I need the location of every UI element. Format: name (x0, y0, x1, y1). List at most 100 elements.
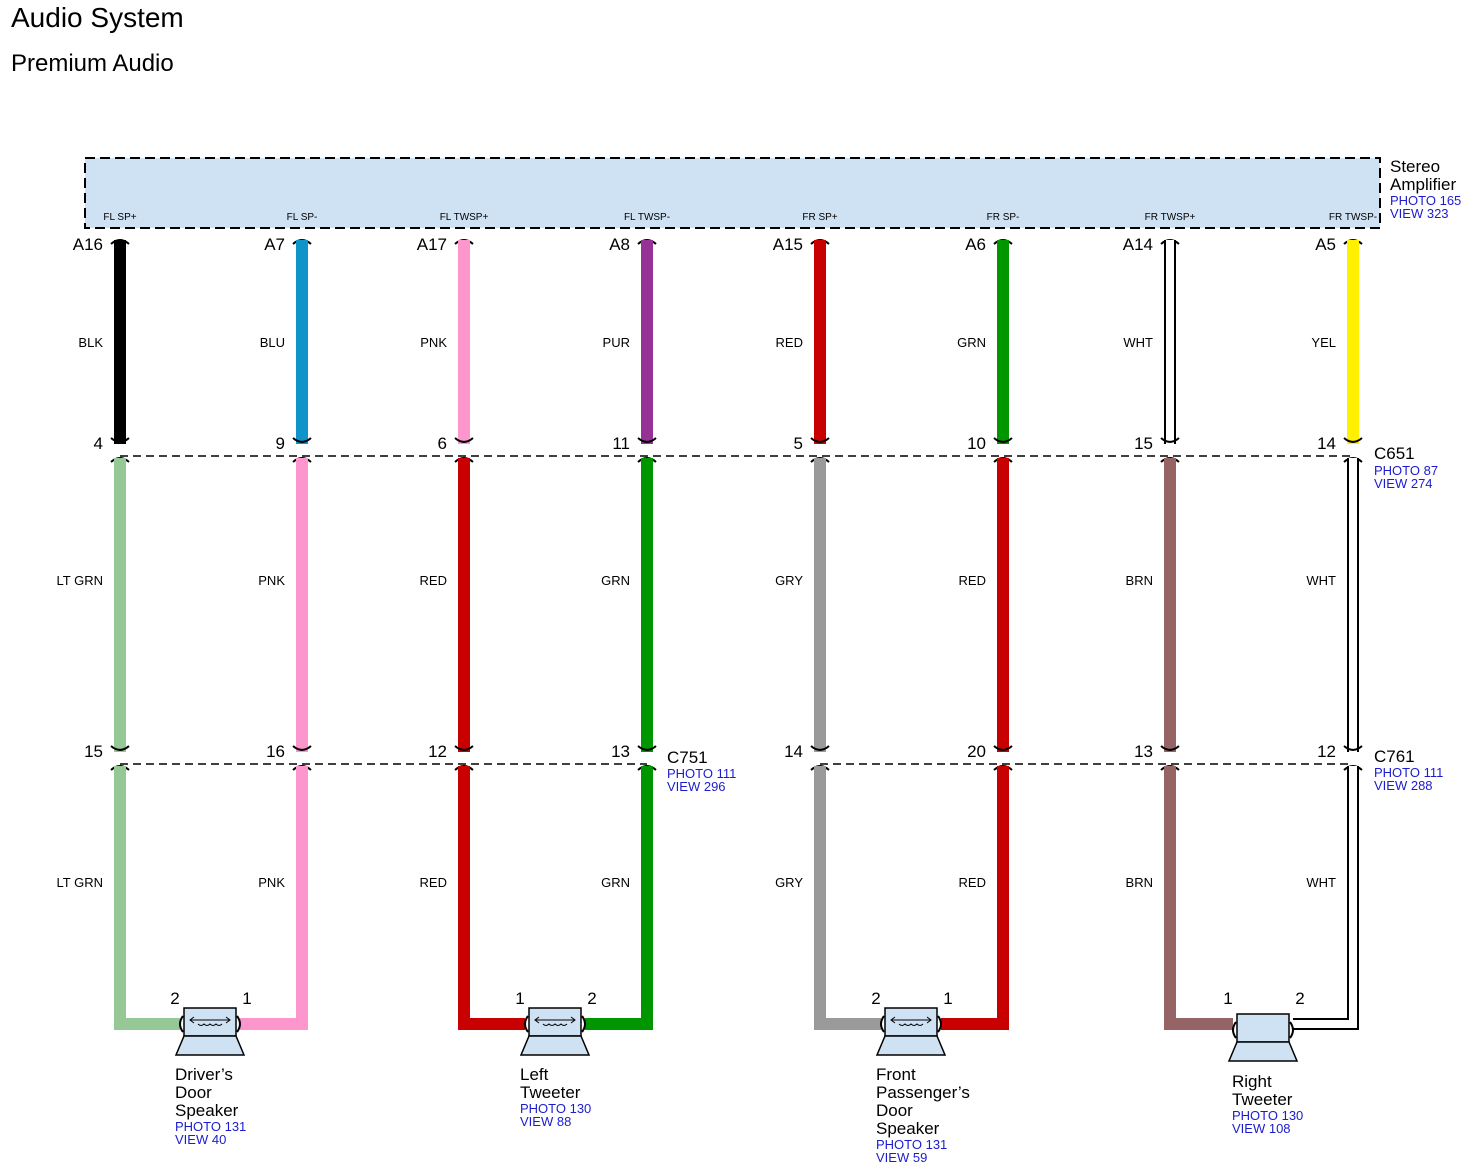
speaker-pin-number: 2 (1295, 989, 1304, 1008)
amp-signal-label: FR SP- (987, 212, 1020, 223)
c7-pin-number: 15 (84, 742, 103, 761)
wire-segment-bottom (240, 766, 308, 1030)
c651-photo-ref: PHOTO 87 (1374, 463, 1438, 478)
speaker-view-ref: VIEW 40 (175, 1132, 226, 1147)
wire-color-label: WHT (1306, 573, 1336, 588)
stereo-amplifier-module (84, 157, 1381, 229)
amp-pin-number: A5 (1315, 235, 1336, 254)
speaker-terminal (236, 1015, 241, 1033)
c7-pin-cap (993, 745, 1013, 751)
speaker-name-line: Left (520, 1065, 549, 1084)
amp-pin-number: A6 (965, 235, 986, 254)
speaker-photo-ref: PHOTO 130 (520, 1101, 591, 1116)
page-title: Audio System (11, 2, 184, 33)
speaker-name-line: Front (876, 1065, 916, 1084)
speaker-group (174, 1007, 1299, 1062)
c651-pin-number: 10 (967, 434, 986, 453)
amp-signal-label: FL TWSP- (624, 212, 670, 223)
amp-pin-number: A15 (773, 235, 803, 254)
speaker-symbol (875, 1007, 947, 1056)
speaker-symbol (519, 1007, 591, 1056)
c651-pin-number: 9 (276, 434, 285, 453)
wire-color-label: BLK (78, 335, 103, 350)
wire-color-label: PNK (258, 573, 285, 588)
c651-pin-number: 4 (94, 434, 103, 453)
speaker-name-line: Door (175, 1083, 212, 1102)
speaker-cone (1227, 1041, 1299, 1062)
c7-pin-cap (1160, 745, 1180, 751)
c651-pin-cap (810, 437, 830, 443)
speaker-symbol (1227, 1013, 1299, 1062)
c651-pin-cap (292, 437, 312, 443)
wire-color-label: LT GRN (57, 875, 103, 890)
c651-pin-cap (1343, 437, 1363, 443)
amplifier-photo-ref: PHOTO 165 (1390, 193, 1461, 208)
c751-photo-ref: PHOTO 111 (667, 766, 736, 781)
c761-photo-ref: PHOTO 111 (1374, 765, 1443, 780)
wire-color-label: PNK (420, 335, 447, 350)
speaker-pin-number: 1 (515, 989, 524, 1008)
wire-segment-bottom (1293, 766, 1357, 1028)
wire-color-label: RED (776, 335, 803, 350)
speaker-magnet (884, 1007, 938, 1037)
speaker-photo-ref: PHOTO 130 (1232, 1108, 1303, 1123)
wire-color-label: YEL (1311, 335, 1336, 350)
c751-label: C751 (667, 748, 708, 767)
speaker-photo-ref: PHOTO 131 (876, 1137, 947, 1152)
c761-view-ref: VIEW 288 (1374, 778, 1433, 793)
speaker-name-line: Driver’s (175, 1065, 233, 1084)
c7-pin-number: 13 (611, 742, 630, 761)
wire-segment-bottom (114, 766, 180, 1030)
c7-pin-cap (810, 745, 830, 751)
speaker-cone (519, 1035, 591, 1056)
speaker-view-ref: VIEW 108 (1232, 1121, 1291, 1136)
speaker-pin-number: 1 (242, 989, 251, 1008)
amplifier-name-line1: Stereo (1390, 157, 1440, 176)
amp-pin-number: A14 (1123, 235, 1153, 254)
c7-pin-number: 12 (428, 742, 447, 761)
amp-pin-number: A8 (609, 235, 630, 254)
speaker-terminal (179, 1015, 184, 1033)
speaker-coil-wave (197, 1023, 223, 1026)
speaker-name-line: Passenger’s (876, 1083, 970, 1102)
c7-pin-cap (110, 745, 130, 751)
speaker-coil-arrows (534, 1016, 576, 1024)
speaker-pin-number: 2 (170, 989, 179, 1008)
wire-color-label: WHT (1123, 335, 1153, 350)
wire-color-label: RED (959, 573, 986, 588)
speaker-magnet (1236, 1013, 1290, 1043)
speaker-view-ref: VIEW 59 (876, 1150, 927, 1165)
speaker-coil-wave (898, 1023, 924, 1026)
c7-pin-number: 13 (1134, 742, 1153, 761)
wire-color-label: PUR (603, 335, 630, 350)
speaker-terminal (581, 1015, 586, 1033)
c651-pin-number: 11 (612, 434, 630, 453)
amp-pin-number: A17 (417, 235, 447, 254)
c651-pin-cap (993, 437, 1013, 443)
wire-color-label: RED (420, 573, 447, 588)
wire-color-label: GRN (957, 335, 986, 350)
speaker-name-line: Door (876, 1101, 913, 1120)
speaker-coil-wave (542, 1023, 568, 1026)
speaker-pin-number: 2 (871, 989, 880, 1008)
speaker-view-ref: VIEW 88 (520, 1114, 571, 1129)
speaker-coil-arrows (189, 1016, 231, 1024)
amplifier-name-line2: Amplifier (1390, 175, 1456, 194)
wire-segment-bottom (585, 766, 653, 1030)
c751-view-ref: VIEW 296 (667, 779, 726, 794)
amplifier-view-ref: VIEW 323 (1390, 206, 1449, 221)
speaker-terminal (937, 1015, 942, 1033)
speaker-terminal (880, 1015, 885, 1033)
c651-label: C651 (1374, 444, 1415, 463)
wire-segment-bottom (458, 766, 525, 1030)
c651-pin-cap (454, 437, 474, 443)
wire-segment-bottom (1164, 766, 1233, 1030)
speaker-coil-arrows (890, 1016, 932, 1024)
speaker-name-line: Tweeter (520, 1083, 581, 1102)
wire-color-label: PNK (258, 875, 285, 890)
speaker-terminal (1232, 1021, 1237, 1039)
c651-pin-cap (110, 437, 130, 443)
wire-color-label: WHT (1306, 875, 1336, 890)
c7-pin-cap (292, 745, 312, 751)
wire-color-label: GRN (601, 875, 630, 890)
